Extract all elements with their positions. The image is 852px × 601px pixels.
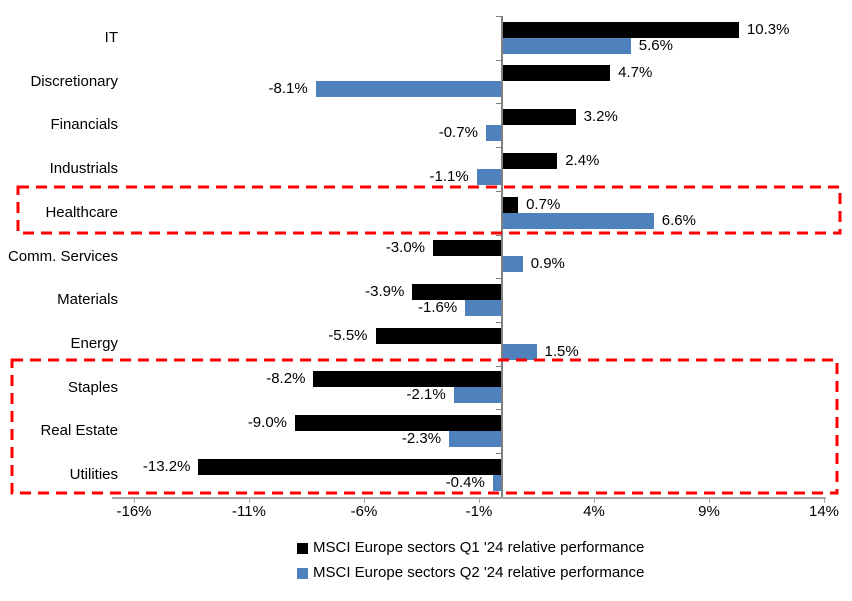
y-axis-tick (496, 103, 501, 105)
bar-q2 (315, 81, 502, 98)
x-axis-tick (249, 496, 250, 503)
bar-value-label: 5.6% (638, 36, 673, 54)
bar-q2 (502, 256, 523, 273)
category-label-comm-services: Comm. Services (7, 247, 118, 265)
category-label-discretionary: Discretionary (30, 72, 118, 90)
x-tick-label: -6% (350, 503, 378, 520)
legend-swatch-q1 (297, 543, 308, 554)
bar-value-label: -8.2% (266, 370, 306, 388)
x-tick-label: -1% (465, 503, 493, 520)
y-axis-tick (496, 453, 501, 454)
bar-q2 (502, 37, 631, 54)
bar-value-label: 0.7% (526, 195, 561, 213)
legend-swatch-q2 (297, 568, 308, 579)
category-label-energy: Energy (70, 334, 118, 352)
y-axis-line (500, 16, 503, 497)
bar-q2 (465, 299, 502, 316)
bar-value-label: 10.3% (746, 20, 790, 38)
bar-q2 (449, 431, 502, 447)
x-tick-label: -16% (116, 503, 152, 520)
bar-value-label: -2.1% (406, 386, 446, 404)
bar-value-label: 4.7% (618, 64, 653, 82)
bar-value-label: -8.1% (268, 80, 308, 98)
category-label-real-estate: Real Estate (40, 422, 118, 440)
bar-value-label: -0.4% (445, 473, 485, 491)
x-tick-label: 14% (808, 503, 840, 520)
x-axis-tick (594, 496, 595, 503)
x-axis-tick (134, 496, 135, 503)
bar-q2 (502, 212, 654, 229)
bar-value-label: 3.2% (583, 108, 618, 126)
y-axis-tick (496, 190, 501, 192)
bar-q1 (433, 240, 502, 257)
bar-value-label: 2.4% (565, 151, 600, 169)
y-axis-tick (496, 365, 501, 367)
bar-q2 (502, 343, 537, 360)
legend-label-q2: MSCI Europe sectors Q2 '24 relative perf… (313, 564, 645, 581)
bar-value-label: -0.7% (438, 124, 478, 142)
bar-value-label: -13.2% (142, 457, 191, 475)
bar-q2 (476, 168, 502, 185)
bar-q1 (502, 109, 576, 126)
bar-value-label: -2.3% (401, 430, 442, 447)
category-label-healthcare: Healthcare (45, 203, 118, 221)
x-tick-label: 9% (698, 503, 720, 520)
category-label-it: IT (104, 29, 118, 46)
bar-q1 (502, 196, 519, 213)
x-axis-tick (709, 496, 710, 503)
bar-value-label: -9.0% (247, 414, 287, 431)
bar-value-label: 0.9% (530, 255, 565, 273)
bar-q1 (502, 152, 558, 169)
x-axis-line (112, 496, 826, 499)
bar-value-label: -5.5% (328, 326, 368, 344)
category-label-staples: Staples (67, 378, 118, 396)
category-label-industrials: Industrials (49, 160, 118, 178)
bar-value-label: -3.0% (385, 239, 425, 257)
bar-value-label: 6.6% (661, 211, 696, 229)
y-axis-tick (496, 234, 501, 236)
x-tick-label: -11% (232, 503, 266, 520)
x-tick-label: 4% (583, 503, 605, 520)
bar-value-label: -1.1% (429, 167, 469, 185)
y-axis-tick (496, 409, 501, 411)
bar-value-label: -3.9% (365, 282, 405, 300)
x-axis-tick (824, 496, 825, 503)
x-axis-tick (364, 496, 365, 503)
y-axis-tick (496, 278, 501, 280)
y-axis-tick (496, 59, 501, 61)
category-label-utilities: Utilities (69, 466, 118, 483)
bar-q1 (375, 327, 502, 344)
y-axis-tick (496, 321, 501, 323)
bar-q1 (502, 21, 739, 38)
y-axis-tick (496, 16, 501, 17)
bar-value-label: -1.6% (418, 298, 458, 316)
x-axis-tick (479, 496, 480, 503)
highlight-box-healthcare (16, 185, 842, 235)
category-label-financials: Financials (50, 116, 118, 134)
bar-q1 (502, 65, 611, 82)
bar-q1 (295, 415, 502, 431)
legend-label-q1: MSCI Europe sectors Q1 '24 relative perf… (313, 539, 645, 556)
bar-value-label: 1.5% (544, 342, 579, 360)
category-label-materials: Materials (57, 291, 118, 309)
y-axis-tick (496, 147, 501, 149)
bar-q2 (453, 387, 502, 404)
bar-q2 (485, 125, 502, 142)
bar-q1 (412, 283, 502, 300)
